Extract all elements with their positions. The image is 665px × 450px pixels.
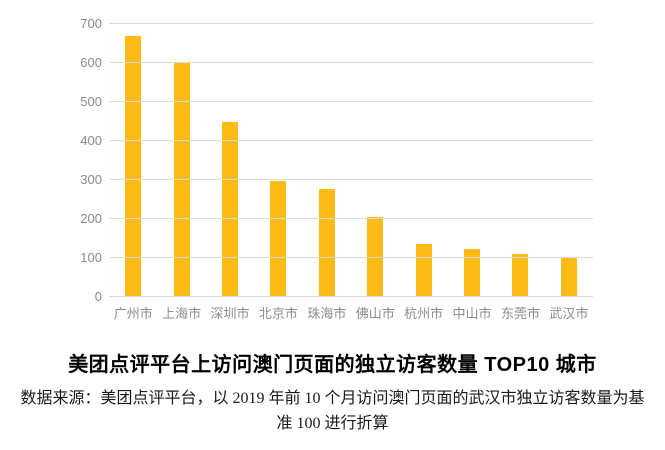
bar [318,188,335,297]
bar [222,121,239,297]
x-axis: 广州市 上海市 深圳市 北京市 珠海市 佛山市 杭州市 中山市 东莞市 武汉市 [109,303,593,322]
bar [173,63,190,297]
bar [512,254,529,297]
gridline [109,62,593,63]
y-axis-tick-label: 100 [80,250,102,265]
y-axis-tick-label: 600 [80,55,102,70]
bar-column [545,24,593,297]
y-axis-tick-label: 200 [80,211,102,226]
y-axis-tick-label: 400 [80,133,102,148]
plot-area [109,23,593,297]
bar-column [351,24,399,297]
bar-column [254,24,302,297]
bar-column [496,24,544,297]
x-axis-label: 北京市 [258,306,298,321]
bar [560,258,577,297]
x-axis-label: 深圳市 [210,306,250,321]
bar-column [157,24,205,297]
bar-column [303,24,351,297]
x-axis-label: 武汉市 [549,306,589,321]
y-axis: 0 100 200 300 400 500 600 700 [0,0,102,330]
gridline [109,296,593,297]
bar-column [206,24,254,297]
bar [367,216,384,297]
gridline [109,257,593,258]
bars-row [109,24,593,297]
bar [464,249,481,297]
gridline [109,218,593,219]
gridline [109,23,593,24]
data-source-note-line1: 数据来源：美团点评平台，以 2019 年前 10 个月访问澳门页面的武汉市独立访… [20,390,645,407]
bar-column [448,24,496,297]
chart-title: 美团点评平台上访问澳门页面的独立访客数量 TOP10 城市 [68,354,597,376]
data-source-note-line2: 准 100 进行折算 [276,415,389,432]
gridline [109,101,593,102]
x-axis-label: 珠海市 [307,306,347,321]
y-axis-tick-label: 500 [80,94,102,109]
y-axis-tick-label: 300 [80,172,102,187]
x-axis-label: 东莞市 [500,306,540,321]
x-axis-label: 中山市 [452,306,492,321]
y-axis-tick-label: 0 [94,289,102,304]
gridline [109,140,593,141]
x-axis-label: 广州市 [113,306,153,321]
bar [415,244,432,297]
data-source-note: 数据来源：美团点评平台，以 2019 年前 10 个月访问澳门页面的武汉市独立访… [0,386,665,436]
x-axis-label: 杭州市 [404,306,444,321]
x-axis-label: 佛山市 [355,306,395,321]
y-axis-tick-label: 700 [80,16,102,31]
bar [270,180,287,297]
x-axis-label: 上海市 [162,306,202,321]
gridline [109,179,593,180]
